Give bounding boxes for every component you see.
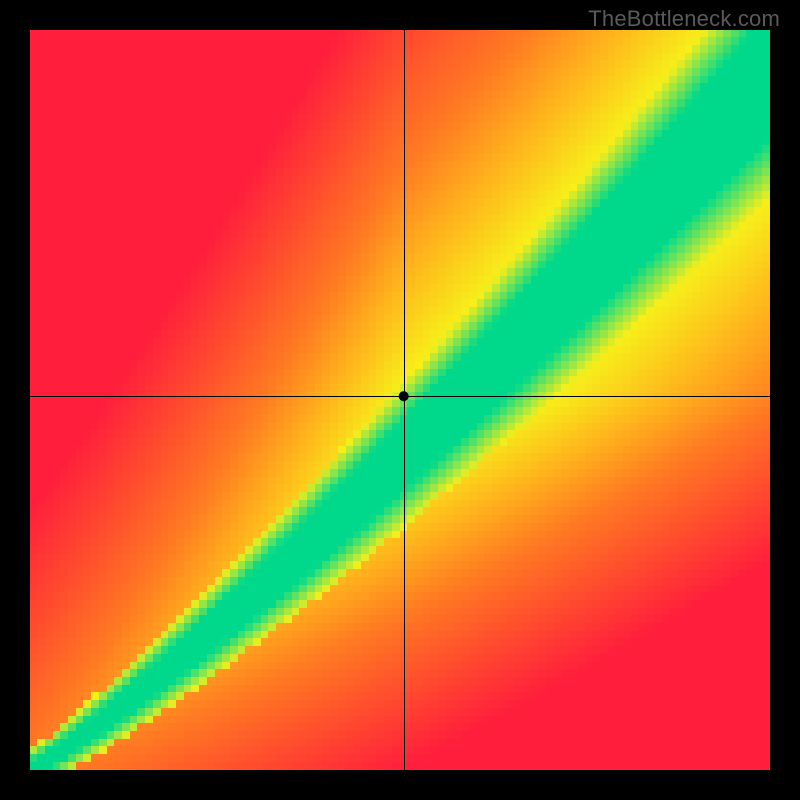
heatmap-canvas <box>30 30 770 770</box>
bottleneck-heatmap <box>30 30 770 770</box>
watermark-text: TheBottleneck.com <box>588 6 780 32</box>
